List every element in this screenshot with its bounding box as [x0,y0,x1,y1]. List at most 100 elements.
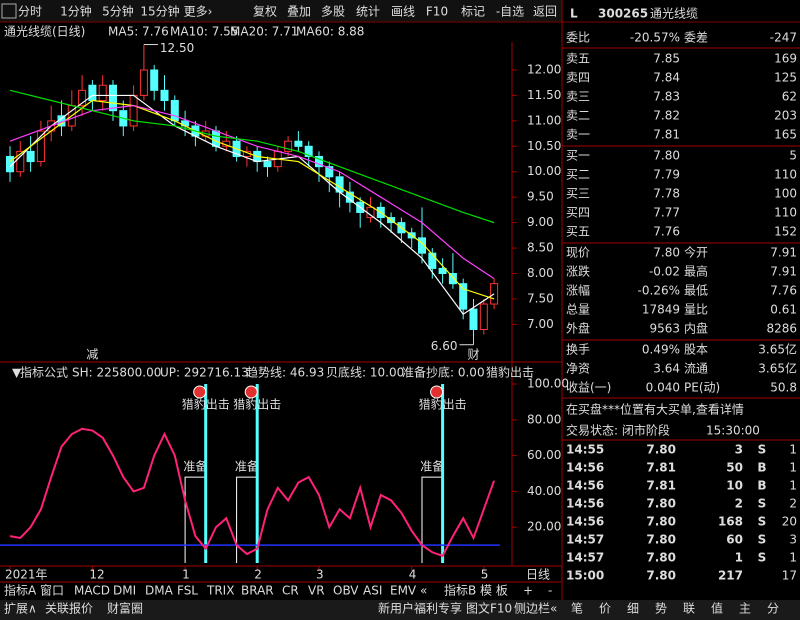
stock-name: 通光线缆 [650,7,698,21]
indicator-header: 指标公式 [20,365,68,380]
indicator-tab[interactable]: « [420,584,427,598]
candle-body [88,84,97,102]
attack-signal [204,384,208,563]
indicator-tab[interactable]: EMV [390,584,417,598]
toolbar-button[interactable]: 复权 [253,5,277,19]
candle-body [212,130,220,147]
indicator-tab[interactable]: ASI [363,584,382,598]
attack-icon [244,385,258,399]
indicator-tab[interactable]: - [548,584,552,598]
ma-label: MA60: 8.88 [296,25,364,39]
indicator-tab[interactable]: TRIX [206,584,234,598]
candle-body [98,84,107,102]
trade-volume: 168 [718,515,743,529]
book-price: 7.82 [653,109,680,123]
indicator-tab[interactable]: CR [282,584,299,598]
footer-tab[interactable]: 财富圈 [107,601,143,616]
info-label: 流通 [684,362,708,376]
y-tick-label: 20.00 [527,520,561,534]
toolbar-button[interactable]: 5分钟 [102,4,134,19]
toolbar-button[interactable]: 1分钟 [60,4,92,19]
side-tab[interactable]: 分 [767,602,779,616]
info-value: 3.65亿 [758,342,797,357]
toolbar-button[interactable]: 画线 [391,5,415,19]
indicator-tab[interactable]: 模 板 [480,584,508,598]
candle-body [428,252,437,269]
trade-count: 20 [782,515,797,529]
side-tab[interactable]: 细 [627,602,639,616]
book-volume: 203 [774,109,797,123]
indicator-header: 趋势线: 46.93 [246,366,324,380]
indicator-tab[interactable]: BRAR [241,584,274,598]
indicator-tab[interactable]: 窗口 [40,584,64,598]
x-tick-label: 5 [481,568,489,582]
event-marker[interactable]: 财 [467,348,479,362]
period-label[interactable]: 日线 [526,568,550,582]
toolbar-button[interactable]: 叠加 [287,5,311,19]
ma-line [9,89,495,224]
side-tab[interactable]: 笔 [571,601,583,616]
toolbar-button[interactable]: 多股 [321,5,345,19]
attack-label: 猎豹出击 [233,397,281,412]
notice[interactable]: 在买盘***位置有大买单,查看详情 [566,402,744,417]
toolbar-button[interactable]: -自选 [496,5,524,19]
candle-body [16,150,25,173]
side-tab[interactable]: 联 [683,602,695,616]
toolbar-button[interactable]: 更多› [184,5,213,19]
stat-value: 7.80 [653,246,680,260]
y-tick-label: 100.00 [527,377,569,391]
side-tab[interactable]: 势 [655,602,667,616]
stat-label: 最高 [684,264,708,279]
info-label: PE(动) [684,381,720,395]
indicator-tab[interactable]: + [523,584,533,598]
indicator-tab[interactable]: 指标A [4,583,37,598]
event-marker[interactable]: 减 [86,348,98,362]
candle-body [479,303,488,330]
toolbar-button[interactable]: 统计 [356,5,380,19]
menu-icon[interactable] [1,3,17,19]
trade-time: 14:57 [566,533,604,547]
footer-tab[interactable]: 关联报价 [45,601,93,616]
indicator-tab[interactable]: DMI [113,584,136,598]
toolbar-button[interactable]: 15分钟 [140,4,179,19]
stat-value: 0.61 [770,303,797,317]
trade-volume: 50 [726,461,743,475]
stat-label: 涨跌 [566,264,590,279]
footer-link[interactable]: 图文F10 [466,601,512,616]
side-tab[interactable]: 主 [739,602,751,616]
indicator-tab[interactable]: VR [308,584,325,598]
y-tick-label: 11.50 [527,88,561,102]
candle-body [294,140,303,147]
toolbar-button[interactable]: 返回 [533,5,557,19]
candle-body [109,84,117,112]
candle-body [448,273,457,285]
indicator-header: 猎豹出击 [486,365,534,380]
x-tick-label: 4 [409,568,417,582]
footer-tab[interactable]: 扩展∧ [4,602,37,616]
book-volume: 110 [774,206,797,220]
indicator-tab[interactable]: OBV [333,584,359,598]
high-label: 12.50 [160,41,194,55]
indicator-tab[interactable]: 指标B [444,583,476,598]
toolbar-button[interactable]: F10 [426,5,448,19]
indicator-tab[interactable]: MACD [74,584,110,598]
footer-link[interactable]: 新用户福利专享 [378,601,462,616]
y-tick-label: 10.50 [527,139,561,153]
book-price: 7.83 [653,90,680,104]
market-flag: L [570,7,578,21]
book-volume: 152 [774,225,797,239]
book-volume: 165 [774,128,797,142]
indicator-tab[interactable]: FSL [177,584,198,598]
trade-price: 7.81 [646,461,676,475]
toolbar-button[interactable]: 分时 [18,5,42,19]
chart-title: 通光线缆(日线) [4,25,85,39]
trade-volume: 217 [718,569,743,583]
footer-link[interactable]: 侧边栏« [514,601,557,616]
stat-label: 外盘 [566,321,590,336]
collapse-icon[interactable]: ▼ [12,366,22,380]
book-price: 7.81 [653,128,680,142]
indicator-tab[interactable]: DMA [145,584,174,598]
side-tab[interactable]: 价 [599,602,611,616]
toolbar-button[interactable]: 标记 [461,5,485,19]
side-tab[interactable]: 值 [711,601,723,616]
